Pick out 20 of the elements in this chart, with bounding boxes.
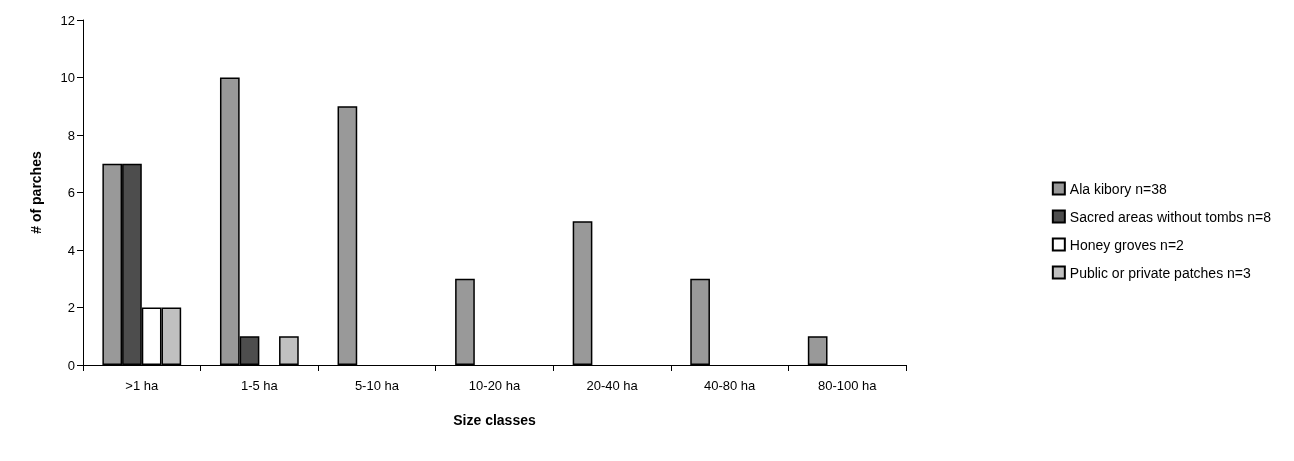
y-tick-label: 10 <box>60 70 75 85</box>
y-tick-label: 8 <box>67 127 75 143</box>
x-tick-label: 20-40 ha <box>586 378 639 393</box>
y-tick-label: 4 <box>67 242 75 258</box>
x-tick-label: >1 ha <box>125 378 159 393</box>
y-tick-label: 6 <box>67 185 75 200</box>
legend-label: Ala kibory n=38 <box>1069 180 1167 197</box>
legend-label: Sacred areas without tombs n=8 <box>1069 208 1272 225</box>
x-tick-label: 5-10 ha <box>354 378 400 393</box>
y-tick-label: 2 <box>67 300 75 315</box>
x-tick-label: 80-100 ha <box>817 378 878 393</box>
x-tick-label: 10-20 ha <box>468 378 521 393</box>
y-tick-label: 0 <box>67 357 75 373</box>
x-tick-label: 1-5 ha <box>240 378 279 393</box>
x-tick-label: 40-80 ha <box>703 378 757 393</box>
legend-label: Honey groves n=2 <box>1069 236 1185 253</box>
legend-label: Public or private patches n=3 <box>1069 264 1251 281</box>
x-axis-title: Size classes <box>453 412 536 428</box>
y-axis-title: # of parches <box>28 151 44 234</box>
y-tick-label: 12 <box>60 12 75 28</box>
